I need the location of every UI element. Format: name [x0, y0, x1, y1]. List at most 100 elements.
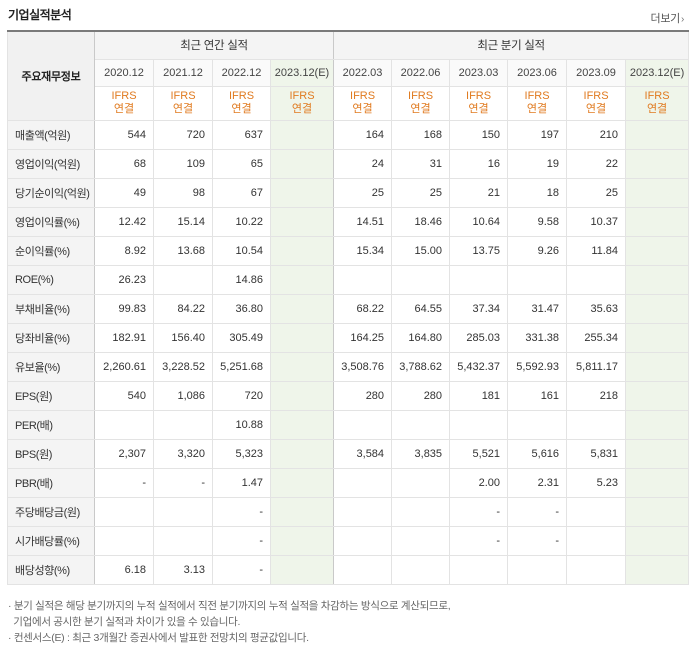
quarter-value: 210	[566, 119, 627, 150]
period-header: 2020.12	[94, 58, 154, 87]
standard-ifrs: IFRS	[289, 90, 315, 102]
quarter-value	[333, 525, 393, 556]
annual-value	[269, 409, 335, 440]
standard-consolidated: 연결	[468, 103, 489, 115]
annual-value	[153, 264, 213, 295]
row-label: 부채비율(%)	[7, 293, 95, 324]
standard-ifrs: IFRS	[111, 90, 137, 102]
accounting-standard: IFRS 연결	[94, 85, 154, 121]
quarter-value	[625, 409, 690, 440]
table-row: 순이익률(%) 8.92 13.68 10.54 15.34 15.00 13.75 9.26…	[7, 235, 690, 266]
quarter-value	[625, 496, 690, 527]
annual-value: 26.23	[94, 264, 154, 295]
annual-value	[153, 409, 213, 440]
quarter-value: 68.22	[333, 293, 393, 324]
row-label: 배당성향(%)	[7, 554, 95, 585]
row-label: PBR(배)	[7, 467, 95, 498]
annual-value: 3,320	[153, 438, 213, 469]
row-label: 시가배당률(%)	[7, 525, 95, 556]
accounting-standard: IFRS 연결	[269, 85, 335, 121]
quarter-value: 5,831	[566, 438, 627, 469]
quarter-value: 37.34	[449, 293, 509, 324]
accounting-standard: IFRS 연결	[566, 85, 627, 121]
annual-value	[269, 293, 335, 324]
quarter-value: 280	[333, 380, 393, 411]
standard-ifrs: IFRS	[350, 90, 376, 102]
chevron-right-icon: ›	[680, 14, 684, 25]
quarter-value: 25	[566, 177, 627, 208]
quarter-value: 31.47	[507, 293, 568, 324]
quarter-value	[625, 322, 690, 353]
standard-ifrs: IFRS	[644, 90, 670, 102]
more-link[interactable]: 더보기›	[651, 10, 685, 26]
footnote-2: 기업에서 공시한 분기 실적과 차이가 있을 수 있습니다.	[8, 616, 241, 628]
annual-value: 637	[212, 119, 271, 150]
quarter-value: 22	[566, 148, 627, 179]
quarter-value: -	[507, 496, 568, 527]
accounting-standard: IFRS 연결	[212, 85, 271, 121]
quarter-value: -	[507, 525, 568, 556]
quarter-value	[566, 264, 627, 295]
quarter-value: 25	[333, 177, 393, 208]
quarter-value: 24	[333, 148, 393, 179]
standard-consolidated: 연결	[231, 103, 252, 115]
quarter-value: 9.58	[507, 206, 568, 237]
quarter-value: -	[449, 525, 509, 556]
quarter-value: 25	[391, 177, 451, 208]
quarter-value: 331.38	[507, 322, 568, 353]
row-label: 순이익률(%)	[7, 235, 95, 266]
annual-value: -	[212, 496, 271, 527]
annual-value: 3,228.52	[153, 351, 213, 382]
quarter-value	[566, 409, 627, 440]
annual-value	[153, 496, 213, 527]
annual-value: 10.22	[212, 206, 271, 237]
annual-value	[94, 409, 154, 440]
quarter-value	[625, 438, 690, 469]
section-title: 기업실적분석	[8, 8, 72, 22]
annual-value	[269, 235, 335, 266]
annual-value: 544	[94, 119, 154, 150]
table-row: 부채비율(%) 99.83 84.22 36.80 68.22 64.55 37.34 31.…	[7, 293, 690, 324]
period-header: 2023.09	[566, 58, 627, 87]
standard-consolidated: 연결	[410, 103, 431, 115]
period-header: 2022.06	[391, 58, 451, 87]
table-row: 영업이익(억원) 68 109 65 24 31 16 19 22	[7, 148, 690, 179]
annual-value: 67	[212, 177, 271, 208]
table-row: 당기순이익(억원) 49 98 67 25 25 21 18 25	[7, 177, 690, 208]
table-row: PER(배) 10.88	[7, 409, 690, 440]
annual-value: 98	[153, 177, 213, 208]
quarter-value	[625, 235, 690, 266]
quarter-value	[566, 525, 627, 556]
more-label: 더보기	[650, 13, 681, 25]
quarter-value: 5,811.17	[566, 351, 627, 382]
annual-value: 10.54	[212, 235, 271, 266]
quarter-value	[333, 264, 393, 295]
annual-value: 68	[94, 148, 154, 179]
annual-value: 10.88	[212, 409, 271, 440]
annual-value	[153, 525, 213, 556]
quarter-value	[625, 351, 690, 382]
footnote-1: · 분기 실적은 해당 분기까지의 누적 실적에서 직전 분기까지의 누적 실적…	[8, 600, 451, 612]
quarter-value	[333, 554, 393, 585]
accounting-standard: IFRS 연결	[507, 85, 568, 121]
table-row: 주당배당금(원) - - -	[7, 496, 690, 527]
period-header: 2022.03	[333, 58, 393, 87]
quarter-value: 35.63	[566, 293, 627, 324]
row-label: PER(배)	[7, 409, 95, 440]
annual-value: 15.14	[153, 206, 213, 237]
quarter-value: 164.25	[333, 322, 393, 353]
quarter-value: 2.31	[507, 467, 568, 498]
annual-value: 720	[212, 380, 271, 411]
quarter-value: 164.80	[391, 322, 451, 353]
annual-value	[269, 119, 335, 150]
standard-consolidated: 연결	[352, 103, 373, 115]
footnote-3-text: · 컨센서스(E) : 최근 3개월간 증권사에서 발표한 전망치의 평균값입니…	[8, 632, 309, 644]
table-row: 매출액(억원) 544 720 637 164 168 150 197 210	[7, 119, 690, 150]
accounting-standard: IFRS 연결	[449, 85, 509, 121]
quarter-group-header: 최근 분기 실적	[333, 30, 690, 60]
quarter-value	[391, 525, 451, 556]
annual-value: 1.47	[212, 467, 271, 498]
standard-ifrs: IFRS	[170, 90, 196, 102]
table-row: PBR(배) - -1.47 2.00 2.31 5.23	[7, 467, 690, 498]
